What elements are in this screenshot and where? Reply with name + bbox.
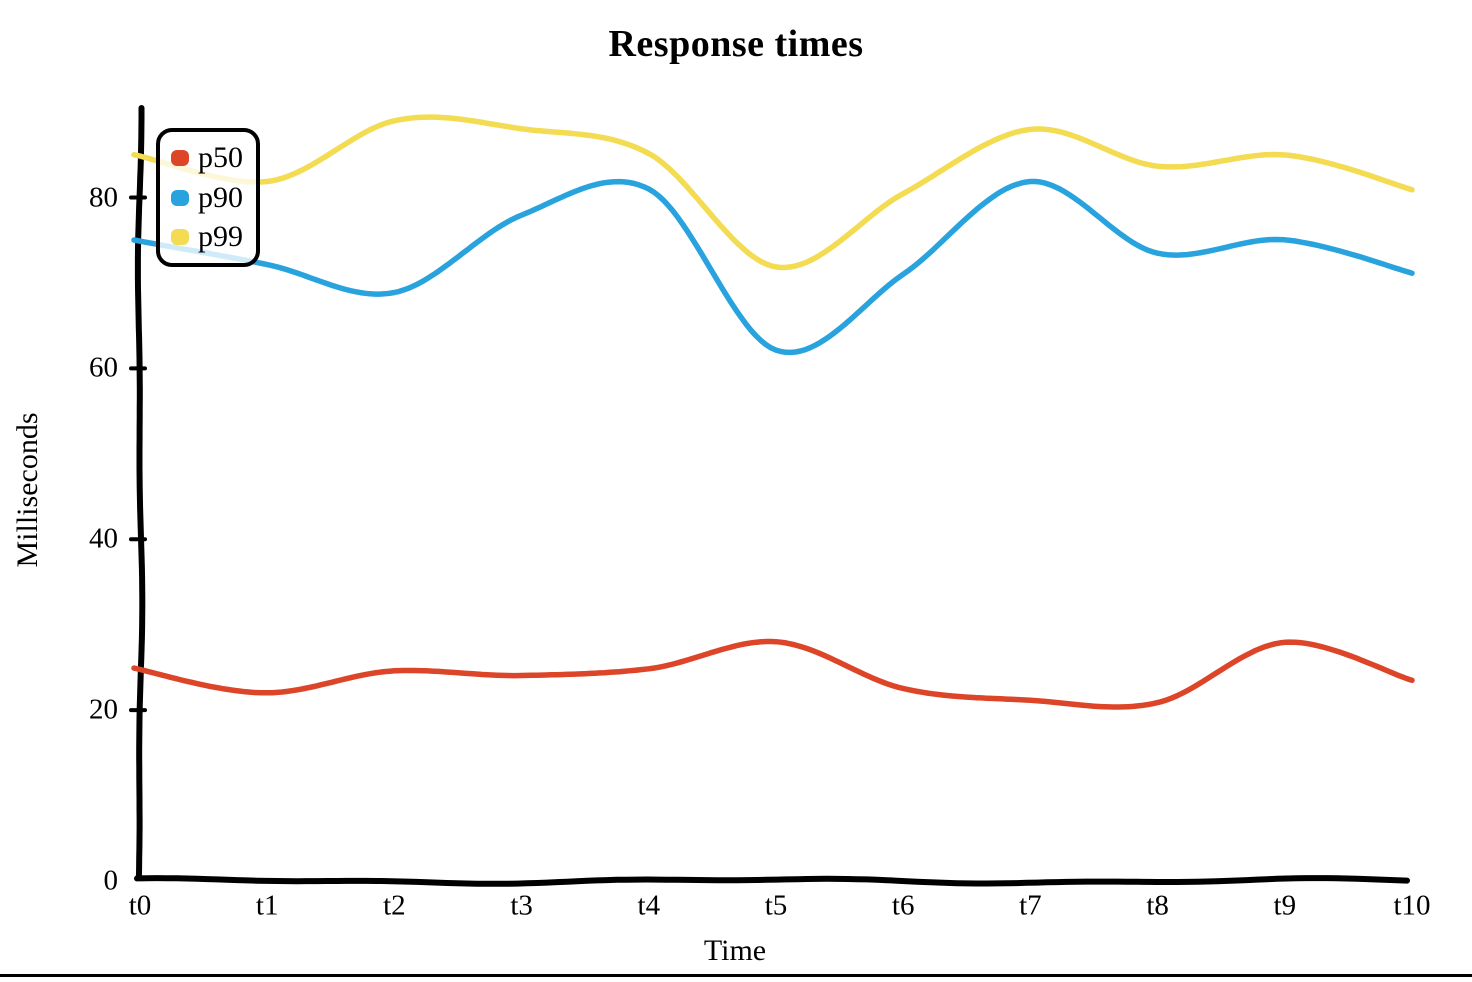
y-tick-label: 0: [103, 864, 119, 897]
legend-label: p50: [198, 141, 243, 175]
legend-label: p99: [198, 219, 243, 253]
y-tick-label: 80: [89, 181, 118, 213]
x-axis-line: [134, 875, 1410, 887]
x-axis-label: Time: [703, 934, 767, 967]
x-tick-label: t6: [891, 889, 915, 922]
y-tick-label: 60: [89, 351, 118, 384]
legend-row: p90: [171, 180, 254, 214]
legend-row: p50: [171, 143, 254, 173]
legend: p50 p90 p99: [156, 128, 260, 267]
legend-label: p90: [198, 180, 243, 214]
x-tick-label: t7: [1019, 889, 1042, 922]
series-line-p90: [131, 178, 1415, 356]
chart-title: Response times: [608, 23, 864, 65]
series-line-p99: [131, 114, 1415, 271]
x-tick-label: t2: [383, 889, 406, 922]
x-tick-label: t5: [764, 889, 788, 922]
x-tick-label: t3: [510, 889, 533, 922]
y-axis-line: [134, 105, 146, 881]
series-line-p50: [131, 638, 1415, 710]
page-bottom-border: [0, 974, 1472, 977]
y-axis-label: Milliseconds: [11, 412, 44, 568]
x-tick-label: t4: [637, 889, 661, 922]
x-tick-label: t0: [128, 889, 152, 922]
legend-row: p99: [171, 219, 254, 253]
x-tick-label: t10: [1393, 889, 1431, 922]
legend-swatch-icon: [171, 150, 189, 167]
y-tick-label: 40: [89, 522, 118, 555]
x-tick-label: t8: [1146, 889, 1169, 922]
legend-swatch-icon: [171, 228, 189, 245]
legend-swatch-icon: [171, 189, 189, 206]
y-tick-label: 20: [89, 693, 118, 726]
x-tick-label: t9: [1273, 889, 1297, 922]
x-tick-label: t1: [255, 889, 279, 922]
